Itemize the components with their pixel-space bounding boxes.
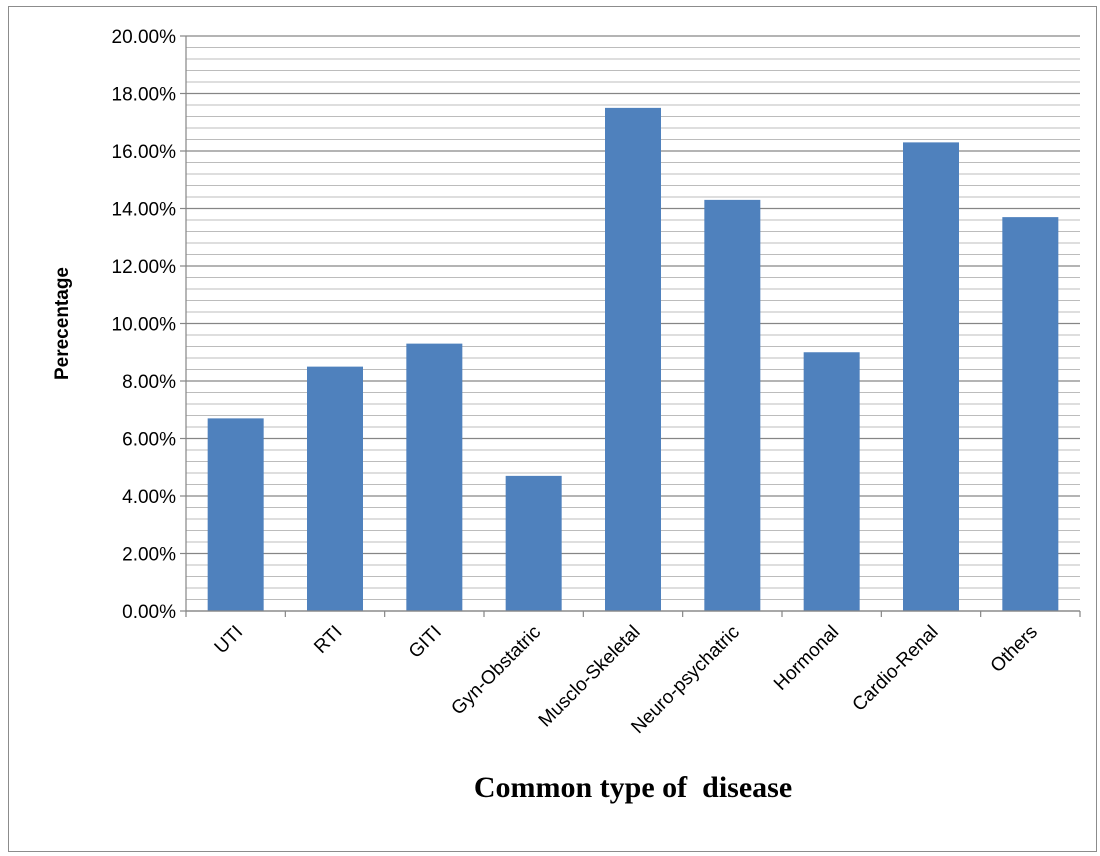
bar-musclo-skeletal: [605, 107, 661, 611]
x-tick-label: RTI: [310, 622, 346, 658]
y-tick-label: 20.00%: [112, 27, 177, 48]
bar-giti: [406, 343, 463, 611]
y-tick-label: 4.00%: [122, 487, 176, 508]
x-axis-label: Common type of disease: [474, 771, 792, 804]
x-tick-labels: UTI RTI GITI Gyn-ObstatricMusclo-SkeletalNe…: [211, 622, 1042, 738]
x-tick-label: GITI: [405, 622, 446, 663]
y-tick-label: 2.00%: [122, 545, 176, 566]
x-tick-label: UTI: [211, 622, 247, 658]
y-tick-label: 8.00%: [122, 372, 176, 393]
bar-rti: [307, 366, 363, 611]
bar-uti: [207, 418, 264, 611]
x-tick-label: Gyn-Obstatric: [447, 622, 545, 720]
y-tick-label: 18.00%: [112, 85, 177, 106]
axes: [180, 35, 1081, 617]
x-tick-label: Neuro-psychatric: [627, 622, 743, 738]
bar-cardio-renal: [903, 142, 959, 611]
bar-hormonal: [803, 352, 860, 611]
y-tick-label: 16.00%: [112, 142, 177, 163]
bar-neuro-psychatric: [704, 199, 761, 611]
x-tick-label: Cardio-Renal: [849, 622, 943, 716]
bar-gyn-obstatric: [505, 475, 562, 611]
y-axis-label: Perecentage: [52, 267, 73, 380]
y-tick-label: 14.00%: [112, 200, 177, 221]
y-tick-labels: 0.00% 2.00% 4.00% 6.00% 8.00% 10.00% 12.00% 14.…: [112, 27, 177, 623]
x-tick-label: Hormonal: [770, 622, 843, 695]
y-tick-label: 12.00%: [112, 257, 177, 278]
x-tick-label: Musclo-Skeletal: [535, 622, 645, 732]
bars: [207, 107, 1059, 611]
x-tick-label: Others: [987, 622, 1042, 677]
bar-others: [1002, 217, 1059, 611]
y-tick-label: 10.00%: [112, 315, 177, 336]
y-tick-label: 0.00%: [122, 602, 176, 623]
y-tick-label: 6.00%: [122, 430, 176, 451]
